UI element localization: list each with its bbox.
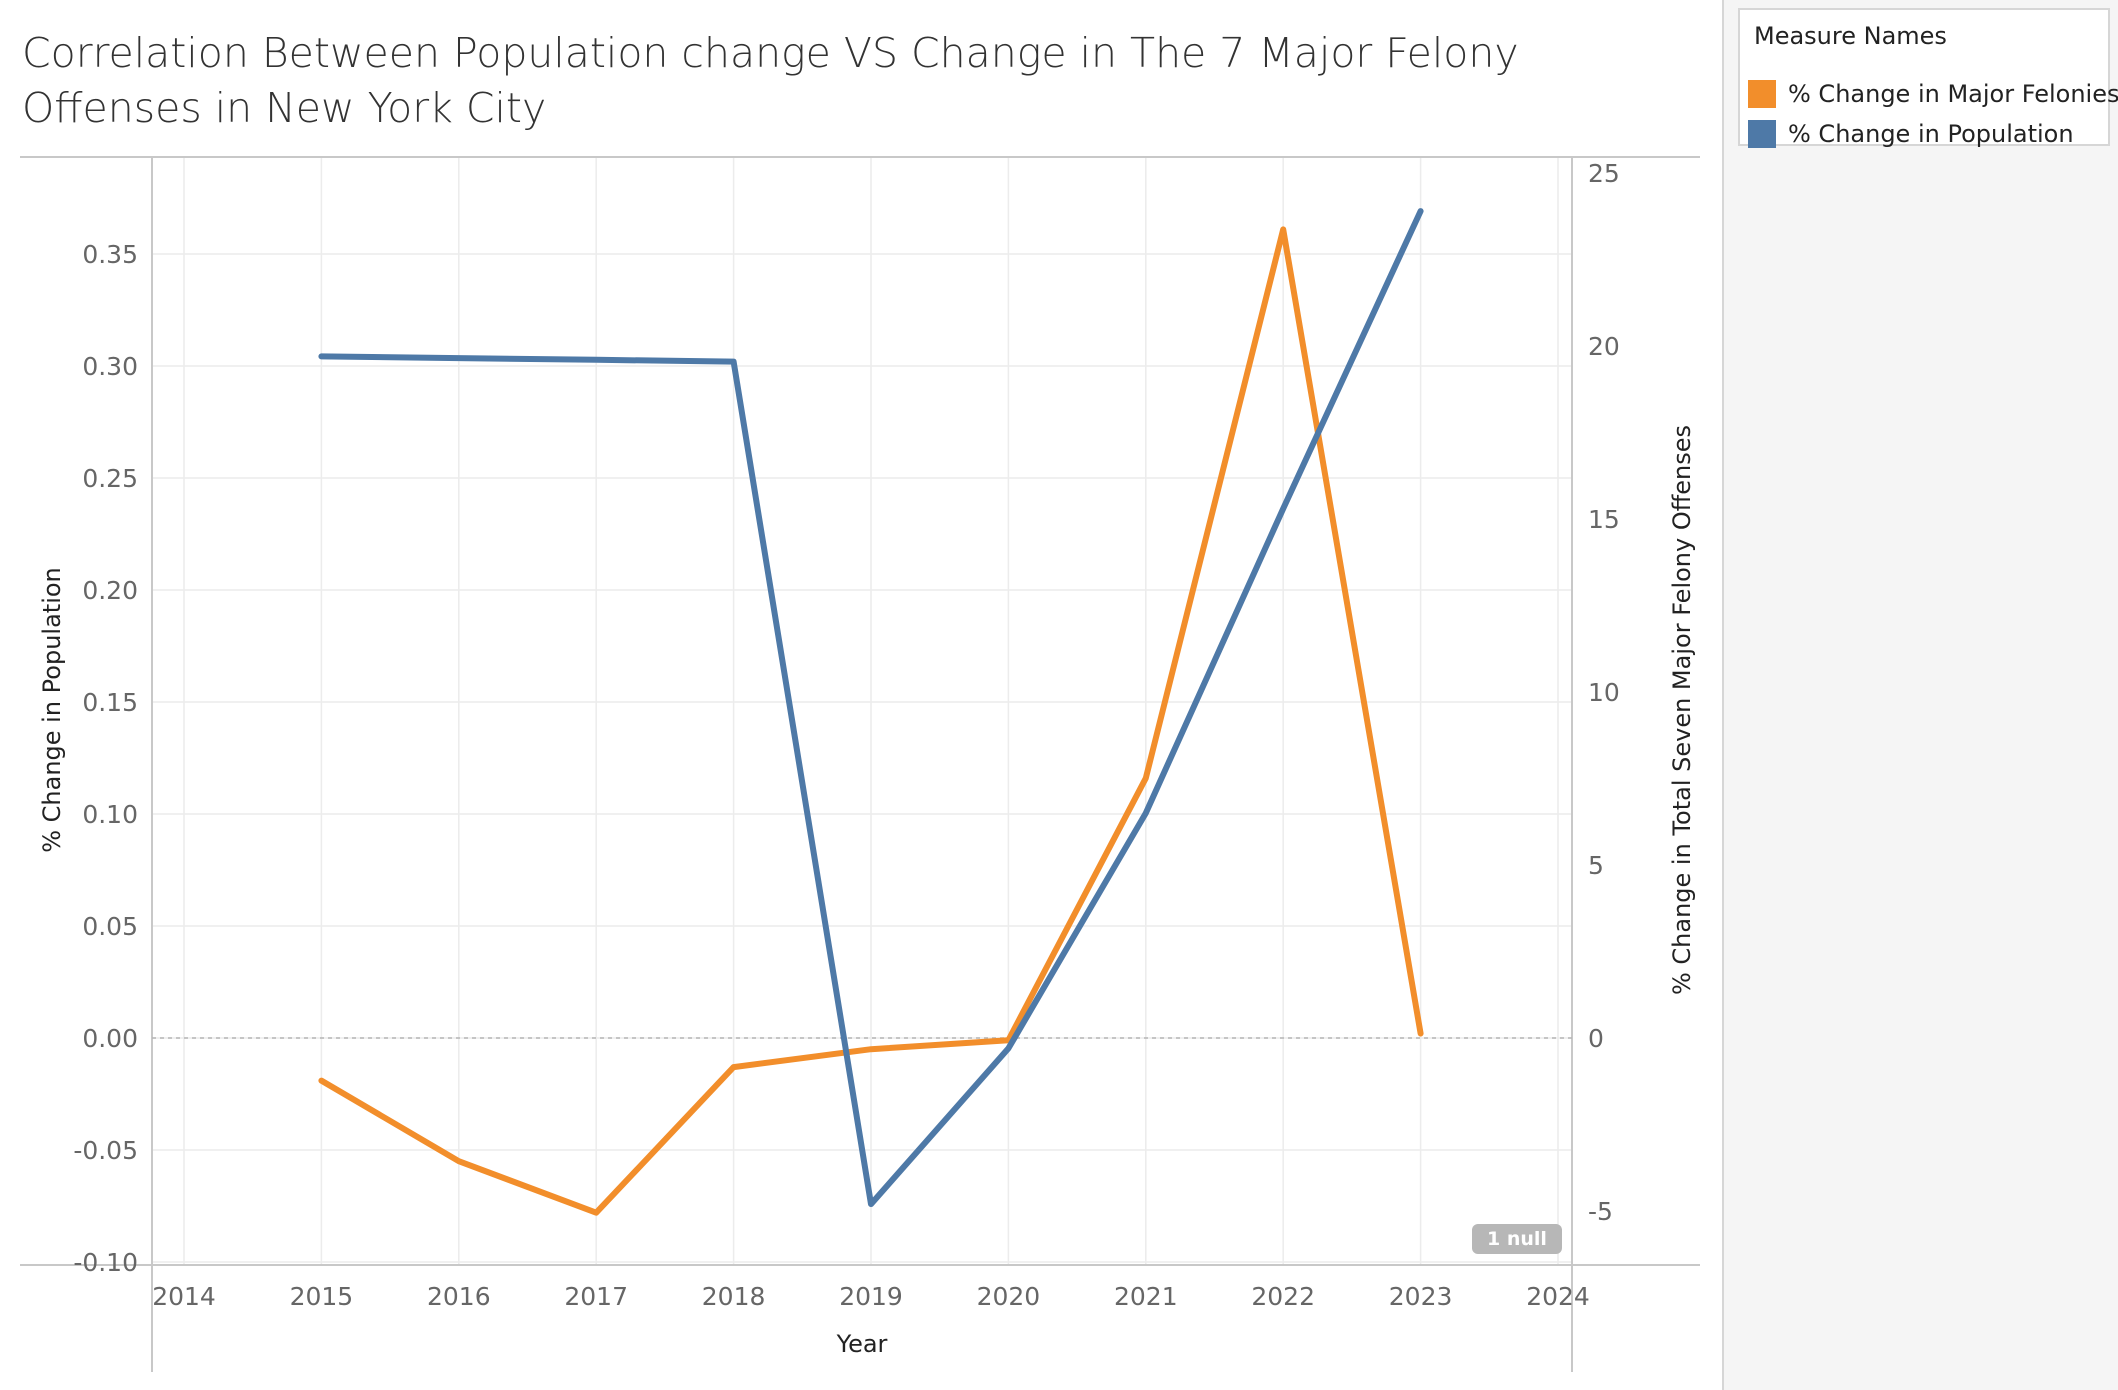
x-tick-label: 2023 — [1389, 1282, 1453, 1311]
y-right-tick-label: 10 — [1588, 678, 1620, 707]
x-tick-label: 2016 — [427, 1282, 491, 1311]
y-left-tick-label: 0.25 — [82, 464, 138, 493]
legend-label: % Change in Major Felonies — [1788, 80, 2118, 108]
legend-item-major-felonies[interactable]: % Change in Major Felonies — [1748, 78, 2118, 110]
x-tick-label: 2021 — [1114, 1282, 1178, 1311]
legend-swatch-major-felonies — [1748, 80, 1776, 108]
y-left-tick-label: 0.35 — [82, 240, 138, 269]
y-right-tick-label: 5 — [1588, 851, 1604, 880]
y-axis-left-title: % Change in Population — [38, 567, 66, 853]
y-left-tick-label: 0.05 — [82, 912, 138, 941]
null-indicator-badge[interactable]: 1 null — [1472, 1224, 1562, 1254]
y-left-tick-label: 0.15 — [82, 688, 138, 717]
grid-layer — [152, 157, 1572, 1265]
y-left-tick-label: 0.00 — [82, 1024, 138, 1053]
legend-label: % Change in Population — [1788, 120, 2074, 148]
y-right-tick-label: 0 — [1588, 1024, 1604, 1053]
x-tick-label: 2014 — [152, 1282, 216, 1311]
y-right-tick-label: -5 — [1588, 1197, 1613, 1226]
legend-title: Measure Names — [1754, 22, 1947, 50]
x-tick-label: 2017 — [564, 1282, 628, 1311]
y-right-tick-label: 25 — [1588, 159, 1620, 188]
plot-frame — [20, 156, 1700, 1372]
chart-title: Correlation Between Population change VS… — [22, 29, 1519, 132]
y-left-tick-label: -0.05 — [73, 1136, 138, 1165]
y-right-tick-label: 15 — [1588, 505, 1620, 534]
x-tick-label: 2020 — [977, 1282, 1041, 1311]
legend-item-population[interactable]: % Change in Population — [1748, 118, 2074, 150]
side-panel — [1722, 0, 2118, 1390]
x-tick-label: 2018 — [702, 1282, 766, 1311]
y-left-tick-label: -0.10 — [73, 1248, 138, 1277]
tick-layer: 0.35 0.30 0.25 0.20 0.15 0.10 0.05 0.00 -0.05 -0.… — [73, 159, 1620, 1311]
x-tick-label: 2024 — [1526, 1282, 1590, 1311]
y-right-tick-label: 20 — [1588, 332, 1620, 361]
y-left-tick-label: 0.30 — [82, 352, 138, 381]
series-line-population — [318, 208, 1424, 1208]
x-tick-label: 2022 — [1251, 1282, 1315, 1311]
legend: Measure Names % Change in Major Felonies… — [1738, 8, 2118, 148]
legend-swatch-population — [1748, 120, 1776, 148]
series-layer — [318, 208, 1424, 1216]
x-axis-title: Year — [836, 1330, 888, 1358]
x-tick-label: 2019 — [839, 1282, 903, 1311]
y-left-tick-label: 0.10 — [82, 800, 138, 829]
y-axis-right-title: % Change in Total Seven Major Felony Off… — [1668, 425, 1696, 995]
y-left-tick-label: 0.20 — [82, 576, 138, 605]
series-line-major-felonies — [318, 226, 1424, 1216]
line-chart: 0.35 0.30 0.25 0.20 0.15 0.10 0.05 0.00 -0.05 -0.… — [20, 156, 1700, 1372]
x-tick-label: 2015 — [290, 1282, 354, 1311]
